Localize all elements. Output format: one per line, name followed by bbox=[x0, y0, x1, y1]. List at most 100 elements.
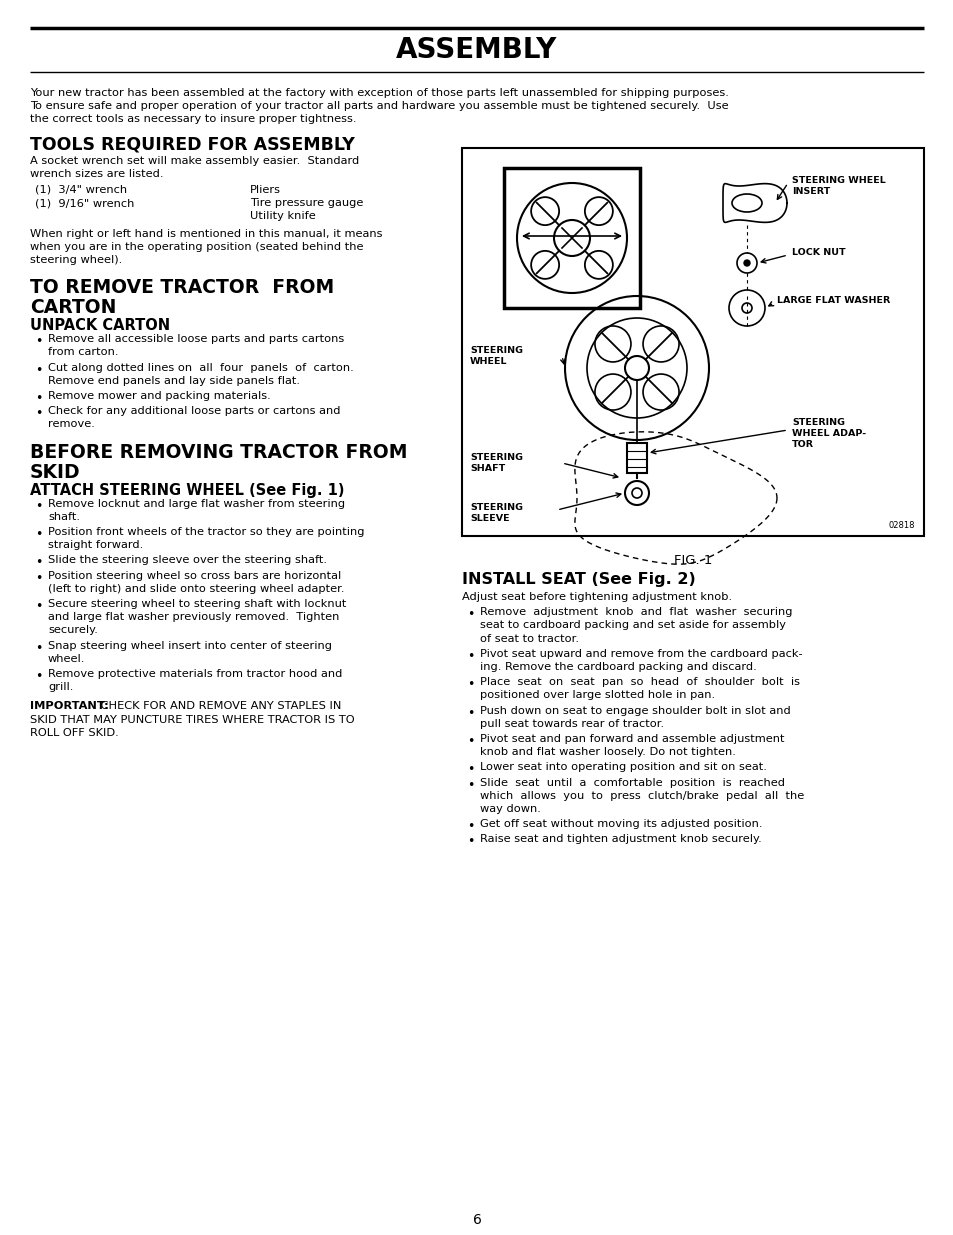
Text: •: • bbox=[467, 763, 474, 777]
Text: •: • bbox=[35, 408, 42, 420]
Text: Utility knife: Utility knife bbox=[250, 211, 315, 221]
FancyBboxPatch shape bbox=[626, 443, 646, 473]
Text: •: • bbox=[35, 363, 42, 377]
Text: Adjust seat before tightening adjustment knob.: Adjust seat before tightening adjustment… bbox=[461, 592, 731, 601]
Text: Pivot seat and pan forward and assemble adjustment: Pivot seat and pan forward and assemble … bbox=[479, 734, 783, 743]
Text: of seat to tractor.: of seat to tractor. bbox=[479, 634, 578, 643]
Text: Position steering wheel so cross bars are horizontal: Position steering wheel so cross bars ar… bbox=[48, 571, 341, 580]
Text: seat to cardboard packing and set aside for assembly: seat to cardboard packing and set aside … bbox=[479, 620, 785, 630]
Text: CHECK FOR AND REMOVE ANY STAPLES IN: CHECK FOR AND REMOVE ANY STAPLES IN bbox=[97, 701, 341, 711]
Text: STEERING: STEERING bbox=[791, 417, 844, 427]
Text: Raise seat and tighten adjustment knob securely.: Raise seat and tighten adjustment knob s… bbox=[479, 835, 760, 845]
Text: Remove all accessible loose parts and parts cartons: Remove all accessible loose parts and pa… bbox=[48, 335, 344, 345]
Text: TOR: TOR bbox=[791, 440, 813, 450]
Text: SHAFT: SHAFT bbox=[470, 464, 505, 473]
Text: STEERING: STEERING bbox=[470, 346, 522, 354]
Text: Slide  seat  until  a  comfortable  position  is  reached: Slide seat until a comfortable position … bbox=[479, 778, 784, 788]
Text: from carton.: from carton. bbox=[48, 347, 118, 357]
Text: 6: 6 bbox=[472, 1213, 481, 1228]
FancyBboxPatch shape bbox=[461, 148, 923, 536]
Text: wrench sizes are listed.: wrench sizes are listed. bbox=[30, 169, 163, 179]
Text: Remove  adjustment  knob  and  flat  washer  securing: Remove adjustment knob and flat washer s… bbox=[479, 608, 792, 618]
Text: STEERING: STEERING bbox=[470, 503, 522, 513]
Text: Snap steering wheel insert into center of steering: Snap steering wheel insert into center o… bbox=[48, 641, 332, 651]
Text: •: • bbox=[467, 778, 474, 792]
Text: Push down on seat to engage shoulder bolt in slot and: Push down on seat to engage shoulder bol… bbox=[479, 705, 790, 715]
Text: straight forward.: straight forward. bbox=[48, 540, 143, 551]
Text: way down.: way down. bbox=[479, 804, 540, 814]
Text: WHEEL ADAP-: WHEEL ADAP- bbox=[791, 429, 865, 438]
Text: Position front wheels of the tractor so they are pointing: Position front wheels of the tractor so … bbox=[48, 527, 364, 537]
Text: knob and flat washer loosely. Do not tighten.: knob and flat washer loosely. Do not tig… bbox=[479, 747, 735, 757]
Text: •: • bbox=[35, 642, 42, 655]
Text: TOOLS REQUIRED FOR ASSEMBLY: TOOLS REQUIRED FOR ASSEMBLY bbox=[30, 136, 355, 153]
Text: •: • bbox=[467, 608, 474, 621]
Text: LARGE FLAT WASHER: LARGE FLAT WASHER bbox=[776, 296, 889, 305]
Text: securely.: securely. bbox=[48, 625, 98, 635]
Text: Secure steering wheel to steering shaft with locknut: Secure steering wheel to steering shaft … bbox=[48, 599, 346, 609]
Text: WHEEL: WHEEL bbox=[470, 357, 507, 366]
Text: •: • bbox=[35, 600, 42, 613]
Text: shaft.: shaft. bbox=[48, 511, 80, 522]
Text: (left to right) and slide onto steering wheel adapter.: (left to right) and slide onto steering … bbox=[48, 584, 344, 594]
Text: TO REMOVE TRACTOR  FROM: TO REMOVE TRACTOR FROM bbox=[30, 278, 334, 298]
Text: (1)  9/16" wrench: (1) 9/16" wrench bbox=[35, 198, 134, 209]
Text: •: • bbox=[35, 335, 42, 348]
Text: Place  seat  on  seat  pan  so  head  of  shoulder  bolt  is: Place seat on seat pan so head of should… bbox=[479, 677, 800, 687]
Text: positioned over large slotted hole in pan.: positioned over large slotted hole in pa… bbox=[479, 690, 715, 700]
Text: •: • bbox=[35, 557, 42, 569]
Text: •: • bbox=[467, 835, 474, 848]
Text: Slide the steering sleeve over the steering shaft.: Slide the steering sleeve over the steer… bbox=[48, 556, 327, 566]
Text: remove.: remove. bbox=[48, 420, 94, 430]
Text: Tire pressure gauge: Tire pressure gauge bbox=[250, 198, 363, 209]
Text: •: • bbox=[467, 706, 474, 720]
Text: •: • bbox=[467, 650, 474, 663]
Text: ATTACH STEERING WHEEL (See Fig. 1): ATTACH STEERING WHEEL (See Fig. 1) bbox=[30, 483, 344, 498]
Text: and large flat washer previously removed.  Tighten: and large flat washer previously removed… bbox=[48, 613, 339, 622]
Text: Cut along dotted lines on  all  four  panels  of  carton.: Cut along dotted lines on all four panel… bbox=[48, 363, 354, 373]
Text: which  allows  you  to  press  clutch/brake  pedal  all  the: which allows you to press clutch/brake p… bbox=[479, 790, 803, 800]
Text: •: • bbox=[467, 820, 474, 834]
Text: SLEEVE: SLEEVE bbox=[470, 514, 509, 522]
Text: •: • bbox=[35, 500, 42, 513]
Text: STEERING WHEEL: STEERING WHEEL bbox=[791, 177, 884, 185]
Text: Lower seat into operating position and sit on seat.: Lower seat into operating position and s… bbox=[479, 762, 766, 772]
Text: ASSEMBLY: ASSEMBLY bbox=[395, 36, 558, 64]
Text: the correct tools as necessary to insure proper tightness.: the correct tools as necessary to insure… bbox=[30, 115, 356, 125]
Text: (1)  3/4" wrench: (1) 3/4" wrench bbox=[35, 185, 127, 195]
Text: steering wheel).: steering wheel). bbox=[30, 254, 122, 266]
Text: •: • bbox=[467, 735, 474, 748]
Text: pull seat towards rear of tractor.: pull seat towards rear of tractor. bbox=[479, 719, 663, 729]
Text: •: • bbox=[35, 391, 42, 405]
Text: SKID THAT MAY PUNCTURE TIRES WHERE TRACTOR IS TO: SKID THAT MAY PUNCTURE TIRES WHERE TRACT… bbox=[30, 715, 355, 725]
FancyBboxPatch shape bbox=[503, 168, 639, 308]
Text: UNPACK CARTON: UNPACK CARTON bbox=[30, 319, 170, 333]
Text: •: • bbox=[35, 671, 42, 683]
Text: Remove end panels and lay side panels flat.: Remove end panels and lay side panels fl… bbox=[48, 375, 299, 385]
Text: INSERT: INSERT bbox=[791, 186, 829, 196]
Text: •: • bbox=[35, 529, 42, 541]
Text: ing. Remove the cardboard packing and discard.: ing. Remove the cardboard packing and di… bbox=[479, 662, 756, 672]
Text: Pivot seat upward and remove from the cardboard pack-: Pivot seat upward and remove from the ca… bbox=[479, 648, 801, 658]
Text: wheel.: wheel. bbox=[48, 653, 85, 663]
Text: Check for any additional loose parts or cartons and: Check for any additional loose parts or … bbox=[48, 406, 340, 416]
Text: STEERING: STEERING bbox=[470, 453, 522, 462]
Text: Pliers: Pliers bbox=[250, 185, 281, 195]
Text: Remove protective materials from tractor hood and: Remove protective materials from tractor… bbox=[48, 669, 342, 679]
Circle shape bbox=[743, 261, 749, 266]
Text: BEFORE REMOVING TRACTOR FROM: BEFORE REMOVING TRACTOR FROM bbox=[30, 442, 407, 462]
Text: CARTON: CARTON bbox=[30, 298, 116, 317]
Text: INSTALL SEAT (See Fig. 2): INSTALL SEAT (See Fig. 2) bbox=[461, 572, 695, 587]
Text: •: • bbox=[467, 678, 474, 692]
Text: FIG. 1: FIG. 1 bbox=[673, 555, 712, 567]
Text: LOCK NUT: LOCK NUT bbox=[791, 248, 844, 257]
Text: Your new tractor has been assembled at the factory with exception of those parts: Your new tractor has been assembled at t… bbox=[30, 88, 728, 98]
Text: IMPORTANT:: IMPORTANT: bbox=[30, 701, 109, 711]
Text: When right or left hand is mentioned in this manual, it means: When right or left hand is mentioned in … bbox=[30, 228, 382, 238]
Text: SKID: SKID bbox=[30, 463, 81, 482]
Text: Remove locknut and large flat washer from steering: Remove locknut and large flat washer fro… bbox=[48, 499, 345, 509]
Text: Get off seat without moving its adjusted position.: Get off seat without moving its adjusted… bbox=[479, 819, 761, 829]
Text: ROLL OFF SKID.: ROLL OFF SKID. bbox=[30, 727, 118, 737]
Text: grill.: grill. bbox=[48, 682, 73, 692]
Text: To ensure safe and proper operation of your tractor all parts and hardware you a: To ensure safe and proper operation of y… bbox=[30, 101, 728, 111]
